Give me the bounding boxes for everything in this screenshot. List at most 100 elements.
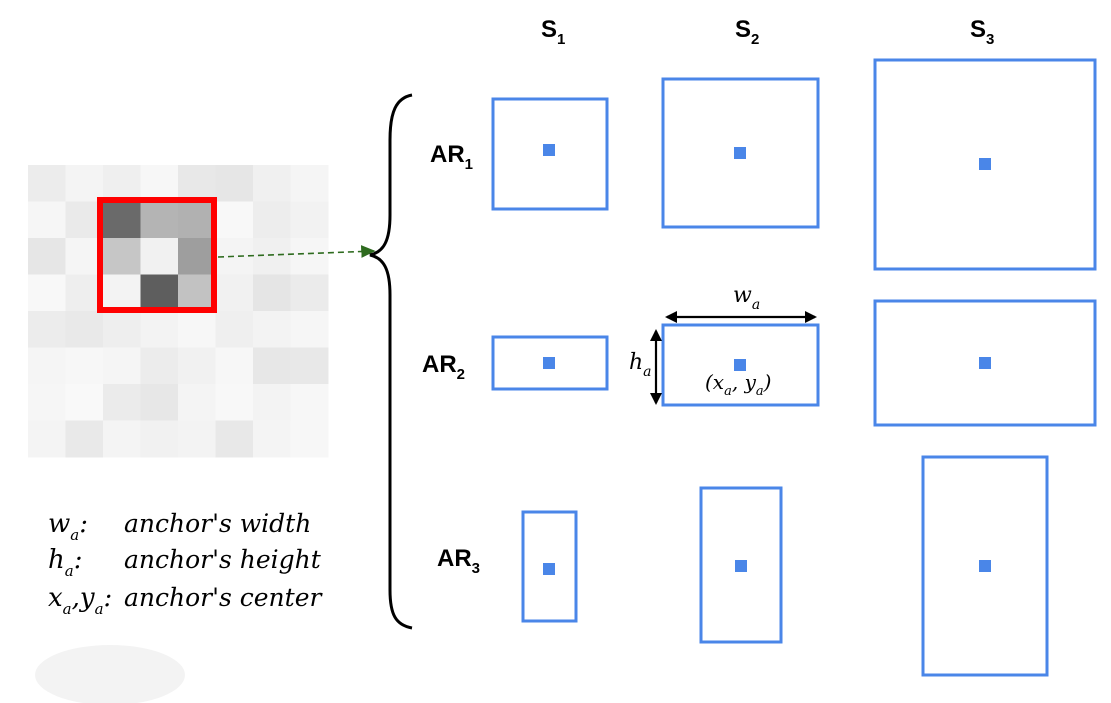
feature-map-cell: [140, 384, 179, 421]
legend-width-text: anchor's width: [124, 509, 311, 538]
feature-map-cell: [215, 384, 254, 421]
feature-map-cell: [215, 201, 254, 239]
feature-map-cell: [28, 238, 66, 275]
anchor-center-marker: [543, 357, 555, 369]
column-header-s2: S2: [735, 16, 759, 48]
feature-map-cell: [215, 347, 254, 385]
feature-map-cell: [140, 165, 179, 202]
anchor-center-marker: [979, 357, 991, 369]
center-label: (xa, ya): [705, 370, 771, 399]
background-smudge: [35, 645, 185, 703]
feature-map-cell: [103, 201, 141, 239]
feature-map-cell: [290, 420, 329, 458]
anchor-center-marker: [543, 144, 555, 156]
anchor-center-marker: [735, 560, 747, 572]
feature-map-cell: [140, 201, 179, 239]
anchor-center-marker: [979, 560, 991, 572]
feature-map-cell: [103, 165, 141, 202]
anchor-center-marker: [734, 147, 746, 159]
feature-map-cell: [290, 274, 329, 312]
feature-map-cell: [140, 311, 179, 348]
width-dimension: [665, 311, 817, 323]
legend-height-text: anchor's height: [124, 545, 322, 574]
feature-map-cell: [290, 311, 329, 348]
feature-map-cell: [28, 347, 66, 385]
feature-map-cell: [103, 238, 141, 275]
feature-map-cell: [178, 311, 216, 348]
anchor-box-ar1-s1: [491, 97, 609, 211]
legend-center-symbol: xa,ya:: [48, 583, 112, 618]
feature-map-cell: [290, 238, 329, 275]
feature-map-cell: [253, 201, 291, 239]
feature-map-cell: [103, 384, 141, 421]
feature-map-cell: [178, 420, 216, 458]
feature-map-cell: [140, 238, 179, 275]
feature-map-cell: [65, 347, 104, 385]
feature-map-cell: [65, 165, 104, 202]
feature-map-cell: [140, 274, 179, 312]
anchor-box-ar2-s3: [873, 299, 1097, 427]
anchor-box-ar2-s1: [491, 335, 609, 391]
feature-map-cell: [178, 347, 216, 385]
feature-map-cell: [65, 311, 104, 348]
feature-map-cell: [28, 201, 66, 239]
anchor-box-ar2-s2: [661, 323, 820, 407]
feature-map-cell: [140, 347, 179, 385]
row-header-ar3: AR3: [437, 545, 480, 577]
feature-map-cell: [28, 165, 66, 202]
feature-map-cell: [290, 165, 329, 202]
feature-map-cell: [28, 384, 66, 421]
feature-map-cell: [178, 201, 216, 239]
anchor-center-marker: [979, 158, 991, 170]
feature-map-cell: [290, 347, 329, 385]
feature-map-cell: [253, 238, 291, 275]
feature-map-cell: [215, 420, 254, 458]
feature-map: [28, 165, 329, 458]
legend-height-symbol: ha:: [48, 545, 82, 580]
mapping-arrow: [217, 245, 376, 258]
feature-map-cell: [215, 274, 254, 312]
feature-map-cell: [215, 311, 254, 348]
feature-map-cell: [28, 420, 66, 458]
anchor-center-marker: [734, 359, 746, 371]
feature-map-cell: [140, 420, 179, 458]
legend-width-symbol: wa:: [48, 509, 88, 544]
anchor-box-ar3-s3: [921, 455, 1049, 677]
feature-map-cell: [253, 274, 291, 312]
anchor-box-ar1-s2: [661, 77, 820, 229]
feature-map-cell: [103, 420, 141, 458]
height-label: ha: [629, 350, 652, 380]
height-dimension: [650, 329, 662, 405]
feature-map-cell: [178, 238, 216, 275]
anchor-center-marker: [543, 563, 555, 575]
highlight-window: [97, 197, 217, 313]
feature-map-cell: [253, 384, 291, 421]
anchor-box-ar1-s3: [873, 58, 1097, 271]
feature-map-cell: [178, 384, 216, 421]
curly-brace: [369, 93, 413, 630]
feature-map-cell: [28, 274, 66, 312]
feature-map-cell: [178, 274, 216, 312]
feature-map-cell: [103, 347, 141, 385]
feature-map-cell: [253, 420, 291, 458]
feature-map-cell: [290, 384, 329, 421]
width-label: wa: [733, 283, 760, 313]
anchor-box-ar3-s2: [699, 486, 783, 644]
legend-center-text: anchor's center: [124, 583, 323, 612]
feature-map-cell: [28, 311, 66, 348]
column-header-s3: S3: [970, 16, 994, 48]
feature-map-cell: [178, 165, 216, 202]
column-header-s1: S1: [541, 16, 565, 48]
feature-map-cell: [103, 274, 141, 312]
feature-map-cell: [253, 165, 291, 202]
legend: wa: anchor's width ha: anchor's height x…: [48, 509, 323, 618]
feature-map-cell: [290, 201, 329, 239]
feature-map-cell: [103, 311, 141, 348]
feature-map-cell: [65, 384, 104, 421]
anchor-box-ar3-s1: [521, 510, 578, 623]
row-header-ar2: AR2: [422, 351, 465, 383]
feature-map-cell: [253, 347, 291, 385]
feature-map-cell: [215, 165, 254, 202]
feature-map-cell: [253, 311, 291, 348]
